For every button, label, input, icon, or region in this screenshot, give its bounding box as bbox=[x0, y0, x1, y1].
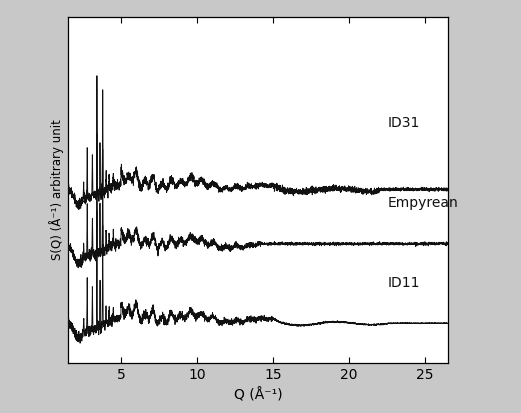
X-axis label: Q (Å⁻¹): Q (Å⁻¹) bbox=[233, 388, 282, 402]
Text: ID31: ID31 bbox=[387, 116, 419, 130]
Text: ID11: ID11 bbox=[387, 276, 420, 290]
Text: Empyrean: Empyrean bbox=[387, 196, 458, 210]
Y-axis label: S(Q) (Å⁻¹) arbitrary unit: S(Q) (Å⁻¹) arbitrary unit bbox=[48, 119, 64, 261]
